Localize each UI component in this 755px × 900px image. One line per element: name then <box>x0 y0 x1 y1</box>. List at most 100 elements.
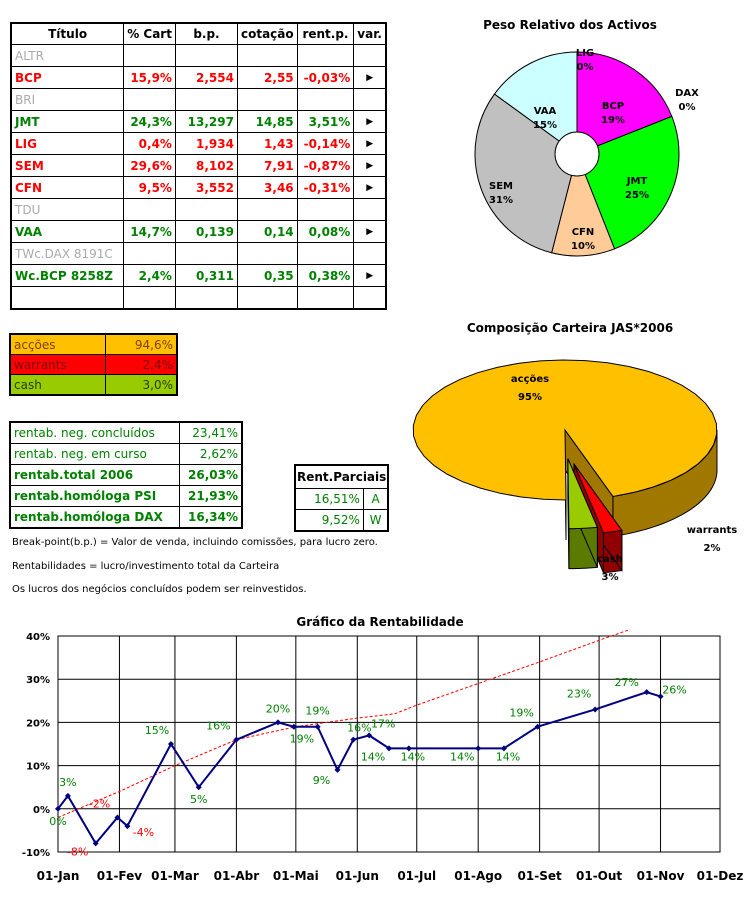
portfolio-cell-cotacao: 2,55 <box>236 66 298 89</box>
portfolio-cell-var: ▶ <box>353 264 387 287</box>
y-tick-label: 30% <box>26 675 50 686</box>
portfolio-cell-titulo: CFN <box>10 176 125 199</box>
rentab-label: rentab.homóloga PSI <box>9 485 181 507</box>
portfolio-cell-bp: 8,102 <box>174 154 238 177</box>
portfolio-row: TDU <box>10 198 387 221</box>
y-tick-label: 0% <box>33 805 50 816</box>
portfolio-cell-titulo: VAA <box>10 220 125 243</box>
x-tick-label: 01-Out <box>576 869 622 883</box>
y-tick-label: 20% <box>26 718 50 729</box>
pie3d-label-name: warrants <box>687 525 737 536</box>
portfolio-cell-var: ▶ <box>353 176 387 199</box>
portfolio-cell-pct <box>123 286 176 310</box>
rentability-line-chart: 01-Jan 01-Fev 01-Mar 01-Abr 01-Mai 01-Jun 01-J… <box>22 630 743 883</box>
data-point-marker <box>643 689 650 696</box>
rentab-label: rentab.total 2006 <box>9 464 181 486</box>
data-point-label: 0% <box>49 815 66 828</box>
portfolio-row: VAA 14,7% 0,139 0,14 0,08% ▶ <box>10 220 387 243</box>
pie-slice-jmt <box>576 115 680 250</box>
x-tick-label: 01-Set <box>518 869 562 883</box>
pie3d-slice-cash <box>567 458 599 570</box>
portfolio-cell-titulo: JMT <box>10 110 125 133</box>
portfolio-cell-cotacao <box>236 88 298 111</box>
note-break-point: Break-point(b.p.) = Valor de venda, incl… <box>12 537 378 548</box>
rentab-value: 21,93% <box>179 485 243 507</box>
pie-slice-name: VAA <box>534 106 557 117</box>
rent-parciais-header: Rent.Parciais <box>294 464 389 489</box>
portfolio-cell-titulo: ALTR <box>10 44 125 67</box>
rentab-row: rentab.homóloga PSI 21,93% <box>9 485 243 507</box>
data-point-marker <box>334 766 341 773</box>
y-tick-label: -10% <box>22 848 50 859</box>
portfolio-header-row: Título % Cart b.p. cotação rent.p. var. <box>10 22 387 45</box>
portfolio-cell-titulo: BCP <box>10 66 125 89</box>
rent-parciais-value: 16,51% <box>294 488 364 510</box>
portfolio-cell-pct <box>123 44 176 67</box>
portfolio-cell-rent: -0,87% <box>296 154 355 177</box>
portfolio-cell-rent <box>296 286 355 310</box>
portfolio-cell-pct: 0,4% <box>123 132 176 155</box>
rent-parciais-row: 9,52% W <box>294 509 389 532</box>
note-rentabilidades: Rentabilidades = lucro/investimento tota… <box>12 561 280 572</box>
portfolio-cell-var <box>353 44 387 67</box>
line-chart-title: Gráfico da Rentabilidade <box>296 615 464 629</box>
pie-slice-vaa <box>493 51 578 155</box>
portfolio-cell-rent <box>296 44 355 67</box>
data-point-marker <box>475 745 482 752</box>
data-point-marker <box>114 814 121 821</box>
data-point-marker <box>405 745 412 752</box>
portfolio-cell-bp <box>174 242 238 265</box>
pie-slice-name: BCP <box>602 101 624 112</box>
portfolio-cell-var: ▶ <box>353 66 387 89</box>
portfolio-cell-titulo: Wc.BCP 8258Z <box>10 264 125 287</box>
rentab-row: rentab.total 2006 26,03% <box>9 464 243 486</box>
rentab-row: rentab. neg. concluídos 23,41% <box>9 421 243 444</box>
data-point-label: -2% <box>89 797 110 810</box>
portfolio-cell-cotacao: 3,46 <box>236 176 298 199</box>
pie-slice-label: 19% <box>601 115 625 126</box>
portfolio-cell-var: ▶ <box>353 220 387 243</box>
portfolio-cell-cotacao: 7,91 <box>236 154 298 177</box>
portfolio-cell-pct: 14,7% <box>123 220 176 243</box>
portfolio-cell-titulo: TWc.DAX 8191C <box>10 242 125 265</box>
data-point-marker <box>167 741 174 747</box>
pie-slice-label: 25% <box>625 190 649 201</box>
x-tick-label: 01-Mar <box>151 869 199 883</box>
portfolio-cell-titulo: SEM <box>10 154 125 177</box>
pie3d-label-name: acções <box>511 374 549 385</box>
x-tick-label: 01-Jun <box>336 869 379 883</box>
data-point-label: 14% <box>496 750 520 763</box>
portfolio-cell-rent <box>296 88 355 111</box>
pie-slice-name: JMT <box>626 176 648 187</box>
pie3d-label-name: cash <box>597 554 623 565</box>
rentab-value: 23,41% <box>179 421 243 444</box>
data-point-marker <box>592 706 599 713</box>
pie-slice-label: 10% <box>571 241 595 252</box>
portfolio-cell-rent <box>296 198 355 221</box>
data-point-label: -8% <box>67 845 88 858</box>
data-point-marker <box>92 840 99 847</box>
portfolio-row: BCP 15,9% 2,554 2,55 -0,03% ▶ <box>10 66 387 89</box>
pie-slice-label: 0% <box>577 62 594 73</box>
x-tick-label: 01-Ago <box>454 869 502 883</box>
portfolio-cell-pct: 15,9% <box>123 66 176 89</box>
portfolio-row: JMT 24,3% 13,297 14,85 3,51% ▶ <box>10 110 387 133</box>
data-point-label: 14% <box>450 750 474 763</box>
portfolio-cell-rent: -0,31% <box>296 176 355 199</box>
data-point-marker <box>64 792 71 799</box>
portfolio-cell-rent: 3,51% <box>296 110 355 133</box>
donut-hole <box>554 131 600 177</box>
data-point-label: 27% <box>614 676 638 689</box>
portfolio-cell-pct: 9,5% <box>123 176 176 199</box>
rentab-row: rentab.homóloga DAX 16,34% <box>9 506 243 529</box>
rentab-label: rentab.homóloga DAX <box>9 506 181 529</box>
data-point-marker <box>275 719 282 726</box>
composition-3d-pie-chart: acções 95% warrants 2% cash 3% <box>412 359 737 583</box>
data-point-label: 16% <box>347 722 371 735</box>
portfolio-cell-cotacao: 14,85 <box>236 110 298 133</box>
x-tick-label: 01-Nov <box>637 869 685 883</box>
y-tick-label: 40% <box>26 632 50 643</box>
portfolio-cell-bp: 13,297 <box>174 110 238 133</box>
pie-slice-label: 15% <box>533 120 557 131</box>
data-point-marker <box>55 805 61 812</box>
